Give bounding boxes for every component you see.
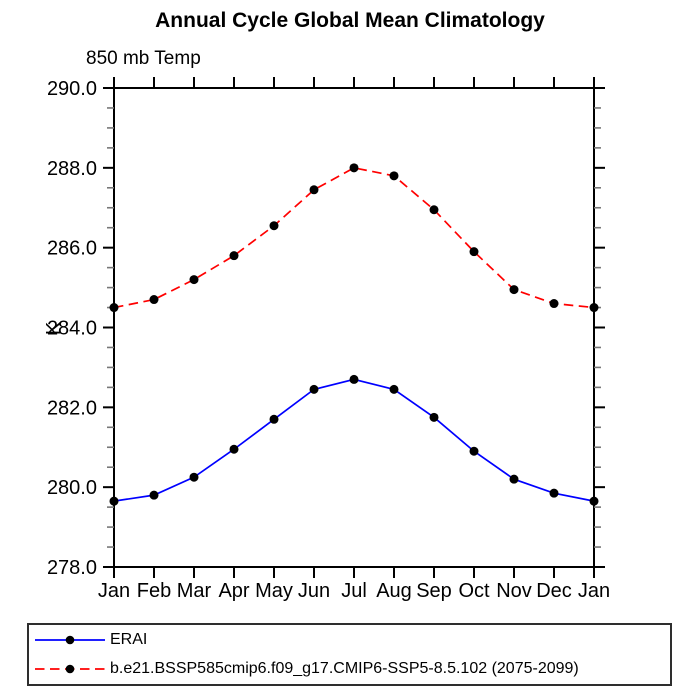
legend-label-erai: ERAI — [110, 630, 148, 648]
x-tick-label: Jul — [341, 580, 367, 602]
data-point-marker — [349, 374, 359, 384]
data-point-marker — [229, 444, 239, 454]
legend-line-sample-erai — [35, 635, 105, 645]
legend-marker-icon — [65, 635, 75, 645]
y-tick-label: 288.0 — [47, 158, 97, 180]
data-point-marker — [149, 490, 159, 500]
data-point-marker — [109, 496, 119, 506]
data-point-marker — [229, 251, 239, 261]
x-tick-label: Dec — [536, 580, 572, 602]
x-tick-label: Aug — [376, 580, 412, 602]
y-axis-label: K — [43, 321, 66, 336]
x-tick-label: Jan — [578, 580, 610, 602]
legend-row-model: b.e21.BSSP585cmip6.f09_g17.CMIP6-SSP5-8.… — [33, 655, 670, 684]
y-tick-label: 280.0 — [47, 477, 97, 499]
data-point-marker — [389, 171, 399, 181]
legend-box: ERAI b.e21.BSSP585cmip6.f09_g17.CMIP6-SS… — [27, 623, 672, 686]
data-point-marker — [509, 285, 519, 295]
data-point-marker — [149, 295, 159, 305]
y-tick-label: 282.0 — [47, 397, 97, 419]
y-tick-label: 290.0 — [47, 78, 97, 100]
y-tick-label: 278.0 — [47, 557, 97, 579]
chart-title: Annual Cycle Global Mean Climatology — [155, 9, 545, 32]
data-point-marker — [549, 299, 559, 309]
data-point-marker — [389, 384, 399, 394]
data-point-marker — [349, 163, 359, 173]
x-axis-ticks: Jan Feb Mar Apr May Jun Jul Aug Sep Oct Nov Dec Jan — [98, 77, 610, 602]
y-tick-label: 284.0 — [47, 318, 97, 340]
data-point-marker — [109, 303, 119, 313]
x-tick-label: Feb — [137, 580, 171, 602]
data-point-marker — [189, 472, 199, 482]
plot-area: Jan Feb Mar Apr May Jun Jul Aug Sep Oct Nov Dec Jan2… — [47, 77, 610, 602]
legend-marker-icon — [65, 664, 75, 674]
data-point-marker — [589, 496, 599, 506]
data-point-marker — [509, 474, 519, 484]
axes — [103, 77, 605, 578]
chart-subtitle: 850 mb Temp — [86, 48, 201, 69]
data-point-marker — [429, 205, 439, 215]
x-tick-label: Jun — [298, 580, 330, 602]
series-0 — [109, 374, 599, 506]
legend-line-sample-model — [35, 664, 105, 674]
x-tick-label: Oct — [458, 580, 490, 602]
data-point-marker — [469, 446, 479, 456]
data-point-marker — [309, 384, 319, 394]
legend-row-erai: ERAI — [33, 625, 670, 654]
x-tick-label: Nov — [496, 580, 532, 602]
data-point-marker — [549, 488, 559, 498]
y-tick-label: 286.0 — [47, 238, 97, 260]
x-tick-label: Sep — [416, 580, 452, 602]
x-tick-label: Apr — [218, 580, 249, 602]
series-1 — [109, 163, 599, 313]
x-tick-label: Jan — [98, 580, 130, 602]
data-point-marker — [269, 221, 279, 231]
x-tick-label: Mar — [177, 580, 212, 602]
data-point-marker — [269, 414, 279, 424]
data-point-marker — [309, 185, 319, 195]
data-point-marker — [589, 303, 599, 313]
data-point-marker — [189, 275, 199, 285]
data-point-marker — [429, 412, 439, 422]
y-axis-ticks: 278.0 280.0 282.0 284.0 286.0 288.0 290.0 — [47, 78, 605, 579]
x-tick-label: May — [255, 580, 293, 602]
legend-label-model: b.e21.BSSP585cmip6.f09_g17.CMIP6-SSP5-8.… — [110, 660, 579, 678]
data-point-marker — [469, 247, 479, 257]
